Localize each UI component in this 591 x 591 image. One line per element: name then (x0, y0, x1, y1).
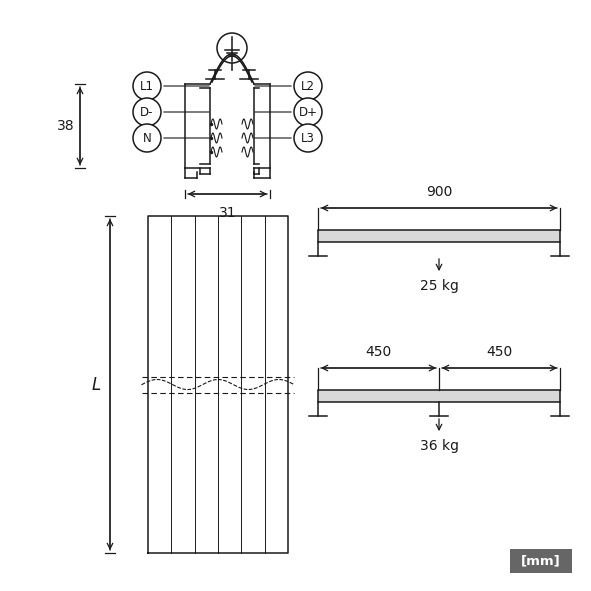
Bar (318, 230, 560, 242)
Circle shape (294, 72, 322, 100)
Circle shape (217, 33, 247, 63)
Text: L: L (92, 375, 100, 394)
Text: [mm]: [mm] (521, 554, 561, 567)
Text: L1: L1 (140, 80, 154, 93)
Text: N: N (142, 132, 151, 145)
Text: D+: D+ (298, 106, 317, 119)
Circle shape (133, 72, 161, 100)
Text: 31: 31 (219, 206, 236, 220)
Text: 38: 38 (57, 119, 75, 133)
Text: 450: 450 (365, 345, 392, 359)
Text: 36 kg: 36 kg (420, 439, 459, 453)
Text: L3: L3 (301, 132, 315, 145)
Circle shape (294, 124, 322, 152)
FancyBboxPatch shape (510, 549, 572, 573)
Circle shape (294, 98, 322, 126)
Text: L2: L2 (301, 80, 315, 93)
Text: 450: 450 (486, 345, 512, 359)
Text: 900: 900 (426, 185, 452, 199)
Text: D-: D- (140, 106, 154, 119)
Text: 25 kg: 25 kg (420, 279, 459, 293)
Circle shape (133, 124, 161, 152)
Bar (318, 390, 560, 402)
Circle shape (133, 98, 161, 126)
